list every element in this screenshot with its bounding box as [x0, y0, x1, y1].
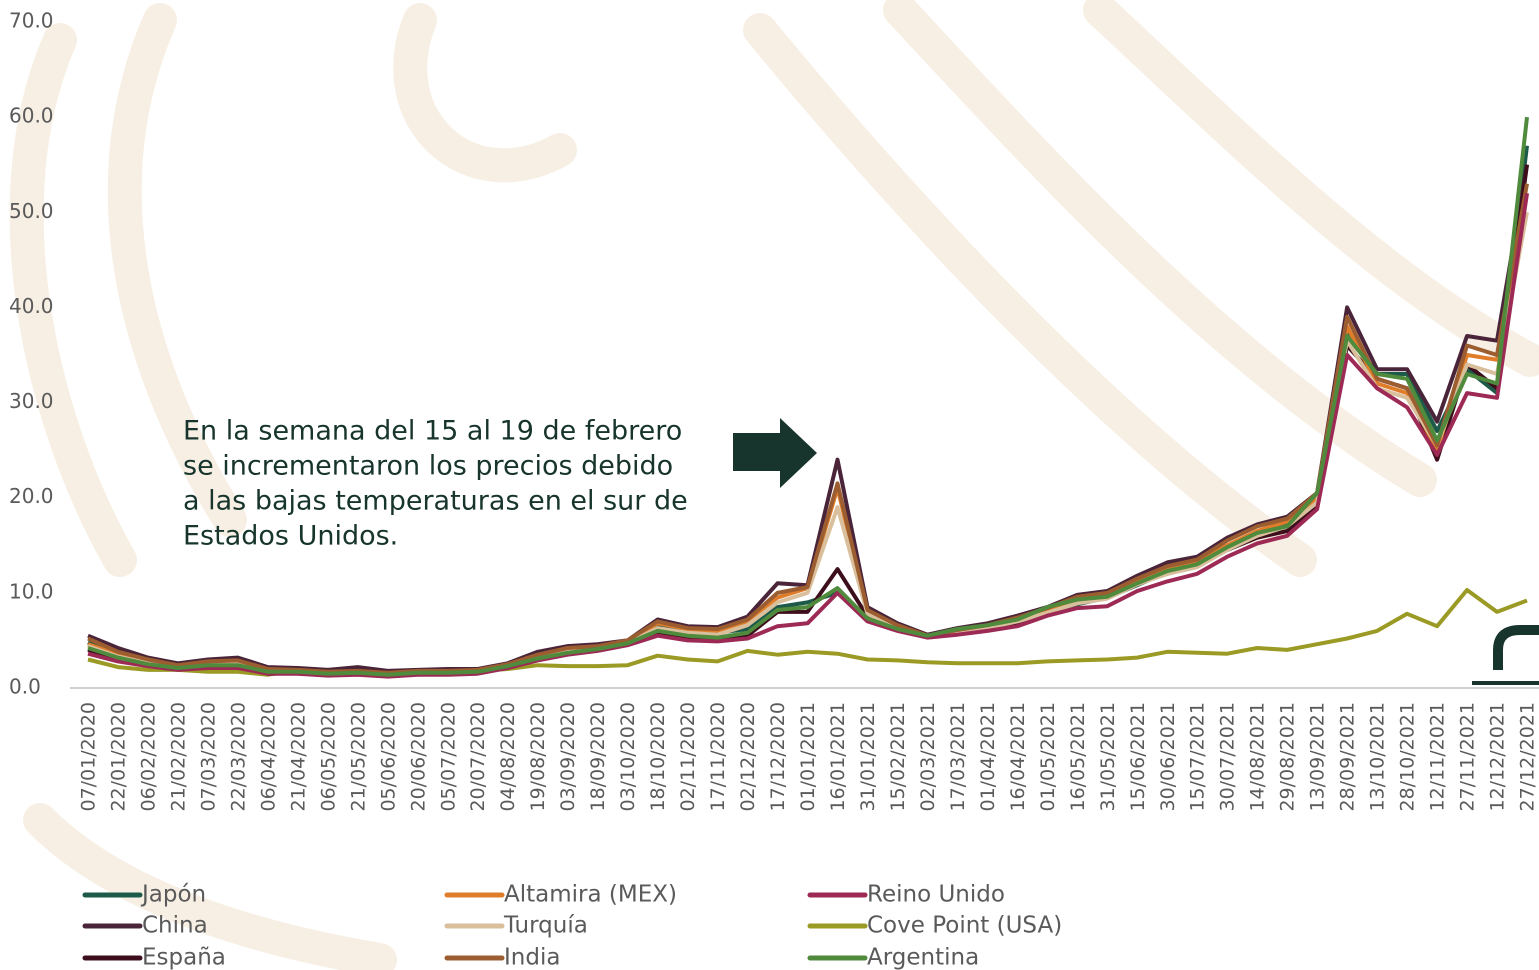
x-tick-label: 29/08/2021: [1277, 702, 1299, 812]
x-tick-label: 31/05/2021: [1097, 702, 1119, 812]
corner-icon: [1472, 625, 1539, 685]
legend-label: China: [142, 913, 208, 939]
legend-label: Argentina: [867, 945, 979, 970]
x-tick-label: 17/11/2020: [707, 702, 729, 812]
x-tick-label: 18/10/2020: [647, 702, 669, 812]
annotation-line: se incrementaron los precios debido: [183, 451, 673, 482]
annotation-line: Estados Unidos.: [183, 521, 398, 552]
legend-item: Reino Unido: [807, 882, 1005, 908]
x-tick-label: 16/04/2021: [1007, 702, 1029, 812]
x-tick-label: 12/12/2021: [1487, 702, 1509, 812]
x-tick-label: 01/05/2021: [1037, 702, 1059, 812]
x-tick-label: 15/02/2021: [887, 702, 909, 812]
x-tick-label: 04/08/2020: [497, 702, 519, 812]
legend-label: España: [142, 945, 226, 970]
x-tick-label: 14/08/2021: [1247, 702, 1269, 812]
x-tick-label: 16/01/2021: [827, 702, 849, 812]
y-tick-label: 40.0: [9, 294, 54, 318]
y-tick-label: 30.0: [9, 389, 54, 413]
x-tick-label: 30/07/2021: [1217, 702, 1239, 812]
annotation: En la semana del 15 al 19 de febrero se …: [183, 416, 817, 552]
x-tick-label: 05/07/2020: [437, 702, 459, 812]
legend-label: Reino Unido: [867, 882, 1005, 908]
x-tick-label: 07/03/2020: [197, 702, 219, 812]
x-tick-label: 03/09/2020: [557, 702, 579, 812]
x-tick-label: 27/11/2021: [1457, 702, 1479, 812]
x-tick-label: 22/03/2020: [227, 702, 249, 812]
series-line: [87, 116, 1529, 677]
x-tick-label: 30/06/2021: [1157, 702, 1179, 812]
annotation-line: En la semana del 15 al 19 de febrero: [183, 416, 682, 447]
legend-item: Japón: [82, 882, 206, 908]
y-tick-label: 70.0: [9, 9, 54, 33]
y-tick-label: 50.0: [9, 199, 54, 223]
x-tick-label: 27/12/2021: [1517, 702, 1539, 812]
x-tick-label: 01/01/2021: [797, 702, 819, 812]
legend-item: Cove Point (USA): [807, 913, 1062, 939]
x-tick-label: 03/10/2020: [617, 702, 639, 812]
x-tick-label: 02/11/2020: [677, 702, 699, 812]
x-tick-label: 02/12/2020: [737, 702, 759, 812]
y-tick-label: 0.0: [9, 675, 41, 699]
legend-label: India: [504, 945, 560, 970]
x-tick-label: 20/07/2020: [467, 702, 489, 812]
x-tick-label: 28/09/2021: [1337, 702, 1359, 812]
legend-item: España: [82, 945, 226, 970]
x-tick-label: 16/05/2021: [1067, 702, 1089, 812]
x-tick-label: 21/04/2020: [287, 702, 309, 812]
x-tick-label: 22/01/2020: [107, 702, 129, 812]
x-tick-label: 13/09/2021: [1307, 702, 1329, 812]
legend-label: Altamira (MEX): [504, 882, 677, 908]
x-tick-label: 02/03/2021: [917, 702, 939, 812]
x-tick-label: 19/08/2020: [527, 702, 549, 812]
x-tick-label: 01/04/2021: [977, 702, 999, 812]
x-tick-label: 17/12/2020: [767, 702, 789, 812]
legend-item: Argentina: [807, 945, 979, 970]
x-tick-label: 06/05/2020: [317, 702, 339, 812]
y-tick-label: 10.0: [9, 579, 54, 603]
annotation-arrow: [733, 418, 817, 488]
legend-label: Japón: [140, 882, 206, 908]
legend-item: India: [444, 945, 560, 970]
x-tick-label: 06/04/2020: [257, 702, 279, 812]
x-tick-label: 15/07/2021: [1187, 702, 1209, 812]
legend-item: Altamira (MEX): [444, 882, 677, 908]
x-tick-label: 12/11/2021: [1427, 702, 1449, 812]
x-tick-label: 18/09/2020: [587, 702, 609, 812]
x-tick-label: 28/10/2021: [1397, 702, 1419, 812]
x-tick-label: 05/06/2020: [377, 702, 399, 812]
y-tick-label: 20.0: [9, 484, 54, 508]
y-tick-label: 60.0: [9, 104, 54, 128]
background-motif: [9, 0, 1539, 970]
x-tick-label: 21/02/2020: [167, 702, 189, 812]
legend-label: Turquía: [503, 913, 588, 939]
x-tick-label: 06/02/2020: [137, 702, 159, 812]
x-tick-label: 31/01/2021: [857, 702, 879, 812]
legend-item: China: [82, 913, 208, 939]
x-tick-label: 13/10/2021: [1367, 702, 1389, 812]
x-tick-label: 15/06/2021: [1127, 702, 1149, 812]
x-tick-label: 07/01/2020: [78, 702, 100, 812]
annotation-line: a las bajas temperaturas en el sur de: [183, 486, 688, 517]
legend-label: Cove Point (USA): [867, 913, 1062, 939]
legend-item: Turquía: [444, 913, 588, 939]
x-tick-label: 17/03/2021: [947, 702, 969, 812]
x-tick-label: 20/06/2020: [407, 702, 429, 812]
x-tick-label: 21/05/2020: [347, 702, 369, 812]
